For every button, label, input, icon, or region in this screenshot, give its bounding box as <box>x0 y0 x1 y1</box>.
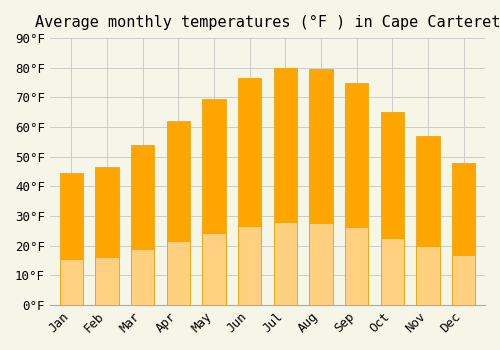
Bar <box>166 121 190 305</box>
Bar <box>96 257 118 305</box>
Bar <box>202 233 226 305</box>
Bar <box>345 227 368 305</box>
Bar <box>310 69 332 305</box>
Bar <box>131 145 154 305</box>
Bar <box>166 241 190 305</box>
Bar <box>274 68 297 305</box>
Bar <box>310 223 332 305</box>
Bar <box>60 259 83 305</box>
Bar <box>416 136 440 305</box>
Bar <box>274 222 297 305</box>
Bar <box>131 249 154 305</box>
Bar <box>452 163 475 305</box>
Bar <box>345 83 368 305</box>
Bar <box>380 238 404 305</box>
Title: Average monthly temperatures (°F ) in Cape Carteret: Average monthly temperatures (°F ) in Ca… <box>34 15 500 30</box>
Bar <box>96 167 118 305</box>
Bar <box>202 99 226 305</box>
Bar <box>238 226 261 305</box>
Bar <box>60 173 83 305</box>
Bar <box>238 78 261 305</box>
Bar <box>452 255 475 305</box>
Bar <box>380 112 404 305</box>
Bar <box>416 246 440 305</box>
